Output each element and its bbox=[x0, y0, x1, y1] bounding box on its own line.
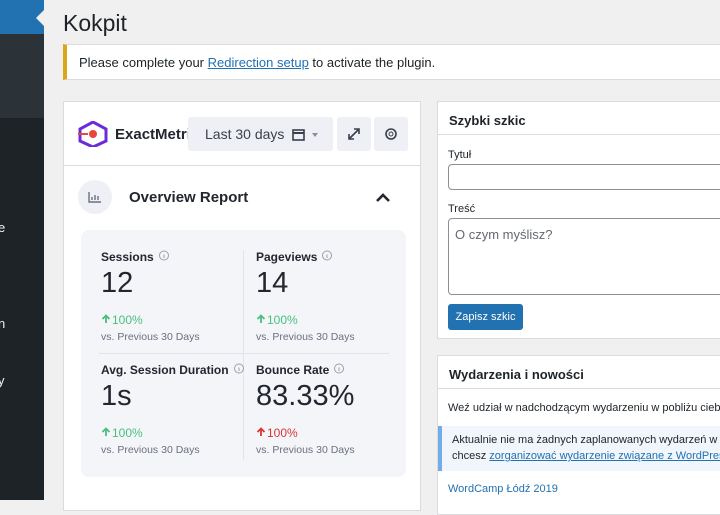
settings-button[interactable] bbox=[374, 117, 408, 151]
metric-change-value: 100% bbox=[267, 426, 298, 440]
widget-title: Wydarzenia i nowości bbox=[438, 356, 720, 389]
metric-change-value: 100% bbox=[112, 313, 143, 327]
metric-label-text: Avg. Session Duration bbox=[101, 363, 229, 377]
brand-name: ExactMetric bbox=[115, 126, 190, 143]
field-label: Tytuł bbox=[448, 149, 472, 161]
metric-change-value: 100% bbox=[112, 426, 143, 440]
notice-link[interactable]: zorganizować wydarzenie związane z WordP… bbox=[489, 450, 720, 462]
metric-label: Bounce Rate bbox=[256, 363, 406, 377]
metric-label: Sessions bbox=[101, 250, 251, 264]
date-range: Last 30 days bbox=[205, 126, 285, 142]
metric-label-text: Sessions bbox=[101, 250, 154, 264]
metric-value: 83.33% bbox=[256, 380, 355, 412]
notice-link[interactable]: Redirection setup bbox=[207, 55, 309, 70]
trend-arrow bbox=[101, 427, 111, 436]
report-title: Overview Report bbox=[129, 189, 249, 206]
metric-comparison: vs. Previous 30 Days bbox=[101, 444, 200, 456]
menu-label[interactable]: e bbox=[0, 220, 6, 235]
widget-title: Szybki szkic bbox=[438, 102, 720, 135]
info-icon[interactable] bbox=[329, 363, 345, 374]
notice-text: chcesz bbox=[452, 450, 490, 462]
metric: Sessions 12 100% vs. Previous 30 Days bbox=[101, 250, 251, 343]
trend-arrow bbox=[256, 314, 266, 323]
info-icon[interactable] bbox=[154, 250, 170, 261]
events-notice: Aktualnie nie ma żadnych zaplanowanych w… bbox=[438, 426, 720, 471]
metric-change: 100% bbox=[256, 313, 406, 327]
metric-comparison: vs. Previous 30 Days bbox=[101, 331, 200, 343]
calendar-icon bbox=[292, 129, 318, 141]
metric-change: 100% bbox=[101, 313, 251, 327]
admin-sidebar: e n y bbox=[0, 0, 44, 500]
save-draft-button[interactable]: Zapisz szkic bbox=[448, 304, 523, 330]
active-arrow bbox=[36, 10, 44, 26]
notice-text: to activate the plugin. bbox=[308, 55, 436, 70]
notice: Please complete your Redirection setup t… bbox=[63, 44, 720, 80]
field-label: Treść bbox=[448, 203, 476, 215]
collapse-caret[interactable] bbox=[374, 190, 392, 204]
events-intro: Weź udział w nadchodzącym wydarzeniu w p… bbox=[448, 402, 720, 414]
active-menu-item[interactable] bbox=[0, 0, 44, 34]
stats-panel: Sessions 12 100% vs. Previous 30 Days Pagevi… bbox=[81, 230, 406, 477]
notice-text: Aktualnie nie ma żadnych zaplanowanych w… bbox=[452, 434, 720, 446]
divider bbox=[64, 165, 420, 166]
info-icon[interactable] bbox=[229, 363, 245, 374]
date-range-button[interactable]: Last 30 days bbox=[188, 117, 333, 151]
metric-value: 12 bbox=[101, 267, 134, 299]
metric: Bounce Rate 83.33% 100% vs. Previous 30 Day… bbox=[256, 363, 406, 456]
divider bbox=[243, 250, 244, 460]
report-icon bbox=[78, 180, 112, 214]
trend-arrow bbox=[256, 427, 266, 436]
expand-button[interactable] bbox=[337, 117, 371, 151]
quick-draft-widget: Szybki szkic Tytuł Treść O czym myślisz?… bbox=[437, 101, 720, 339]
metric-label: Avg. Session Duration bbox=[101, 363, 251, 377]
divider bbox=[99, 353, 389, 354]
menu-label[interactable]: n bbox=[0, 316, 6, 331]
title-input[interactable] bbox=[448, 164, 720, 190]
event-link[interactable]: WordCamp Łódź 2019 bbox=[448, 483, 558, 495]
menu-label[interactable]: y bbox=[0, 373, 5, 388]
metric-comparison: vs. Previous 30 Days bbox=[256, 331, 355, 343]
analytics-widget: ExactMetric Last 30 days Overview Report… bbox=[63, 101, 421, 511]
metric-change-value: 100% bbox=[267, 313, 298, 327]
events-widget: Wydarzenia i nowości Weź udział w nadcho… bbox=[437, 355, 720, 515]
metric-change: 100% bbox=[256, 426, 406, 440]
brand-logo bbox=[78, 121, 108, 147]
notice-text: Please complete your bbox=[79, 55, 208, 70]
metric-label-text: Bounce Rate bbox=[256, 363, 330, 377]
metric: Pageviews 14 100% vs. Previous 30 Days bbox=[256, 250, 406, 343]
metric-value: 14 bbox=[256, 267, 289, 299]
content-textarea[interactable]: O czym myślisz? bbox=[448, 218, 720, 295]
trend-arrow bbox=[101, 314, 111, 323]
placeholder: O czym myślisz? bbox=[455, 227, 553, 242]
metric-value: 1s bbox=[101, 380, 132, 412]
info-icon[interactable] bbox=[317, 250, 333, 261]
metric-comparison: vs. Previous 30 Days bbox=[256, 444, 355, 456]
metric-label: Pageviews bbox=[256, 250, 406, 264]
metric-change: 100% bbox=[101, 426, 251, 440]
metric-label-text: Pageviews bbox=[256, 250, 318, 264]
metric: Avg. Session Duration 1s 100% vs. Previous … bbox=[101, 363, 251, 456]
page-title: Kokpit bbox=[63, 10, 127, 36]
